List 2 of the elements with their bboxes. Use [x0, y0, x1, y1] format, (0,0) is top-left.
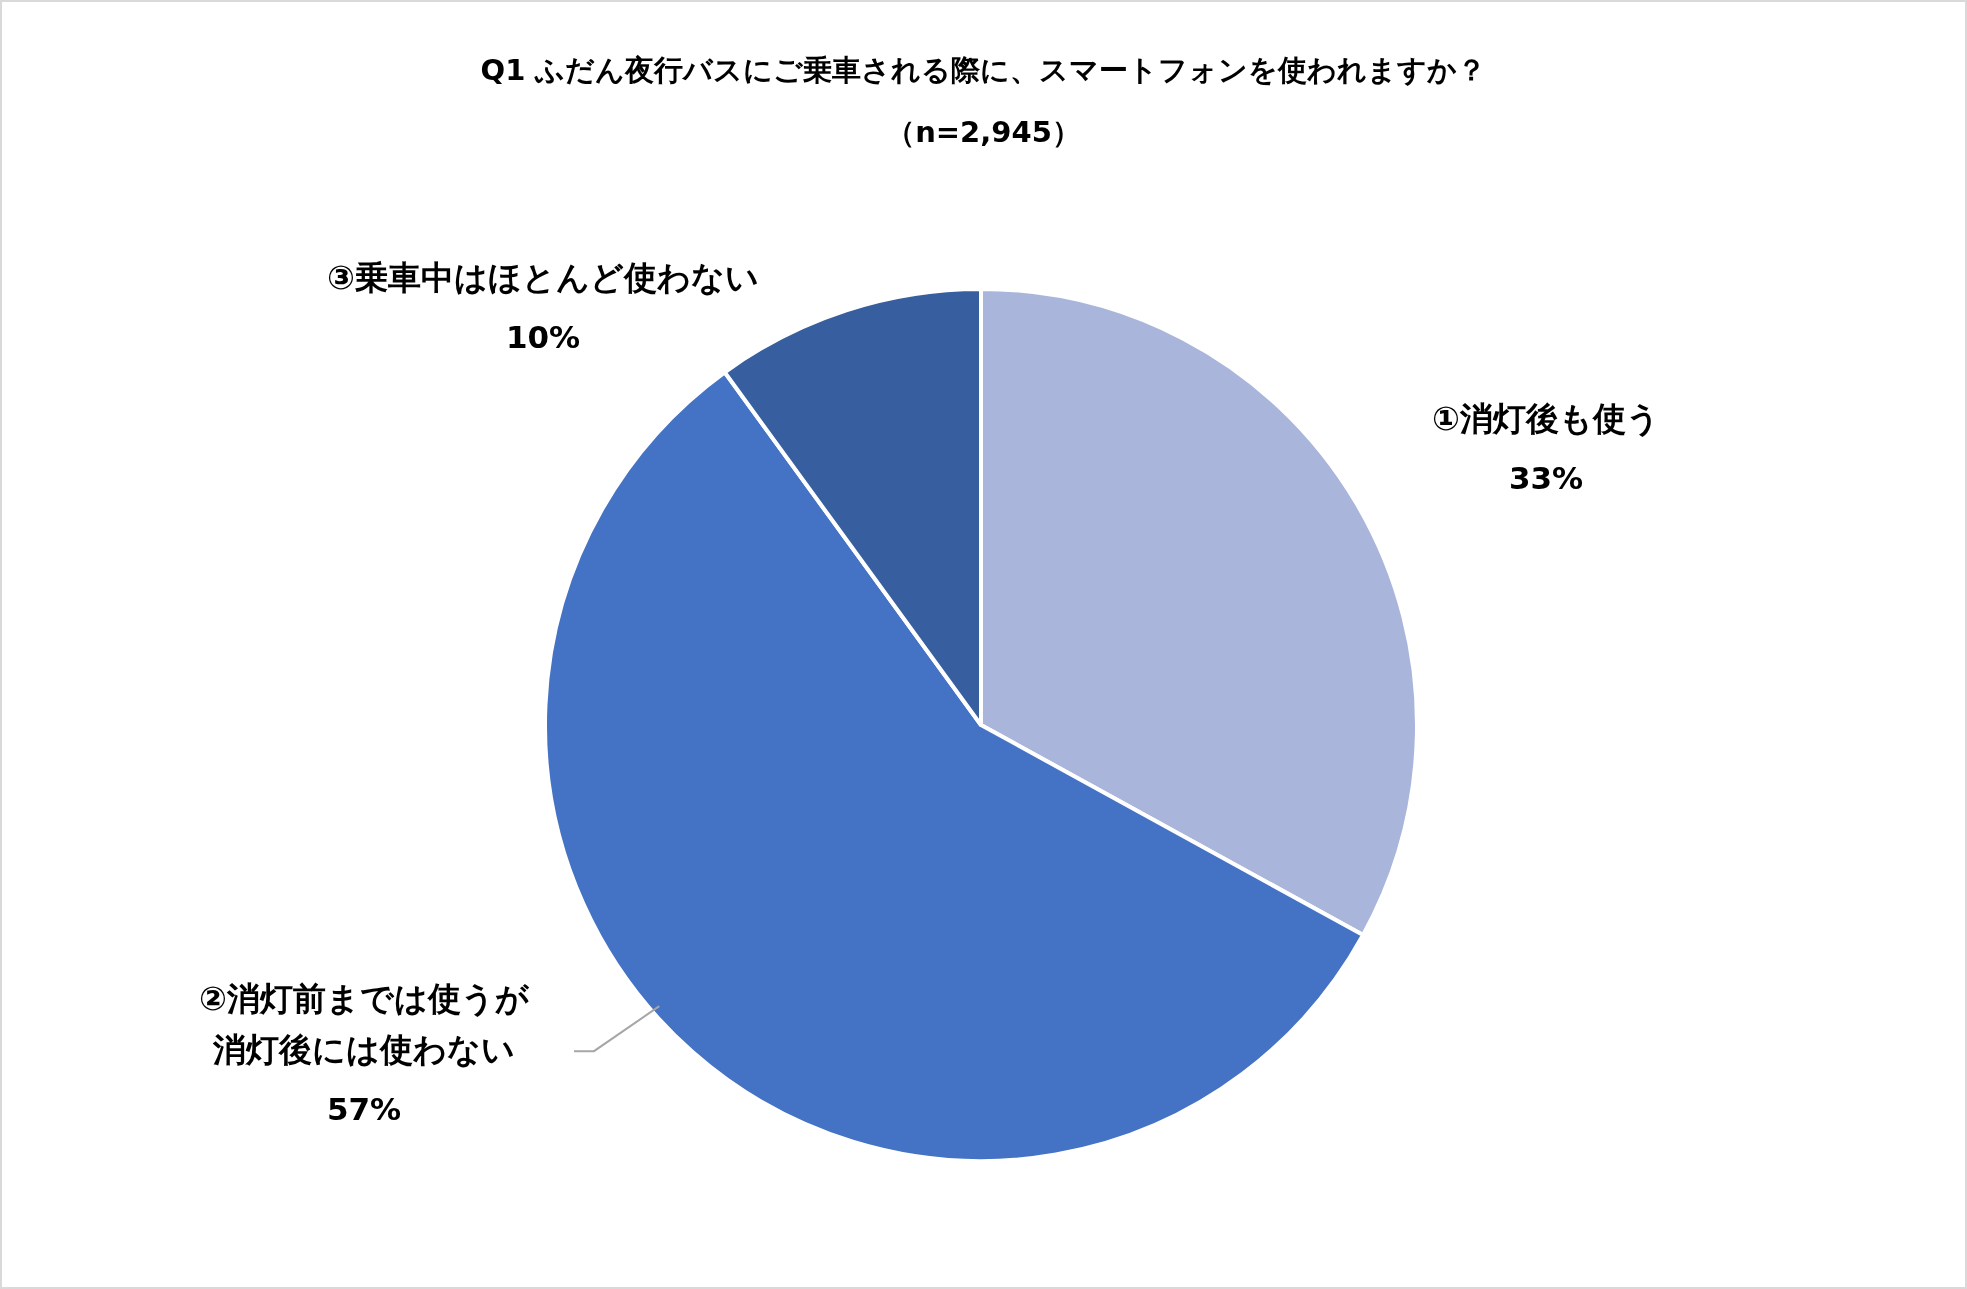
- title: Q1 ふだん夜行バスにご乗車される際に、スマートフォンを使われますか？: [480, 53, 1487, 87]
- subtitle: （n=2,945）: [886, 115, 1081, 149]
